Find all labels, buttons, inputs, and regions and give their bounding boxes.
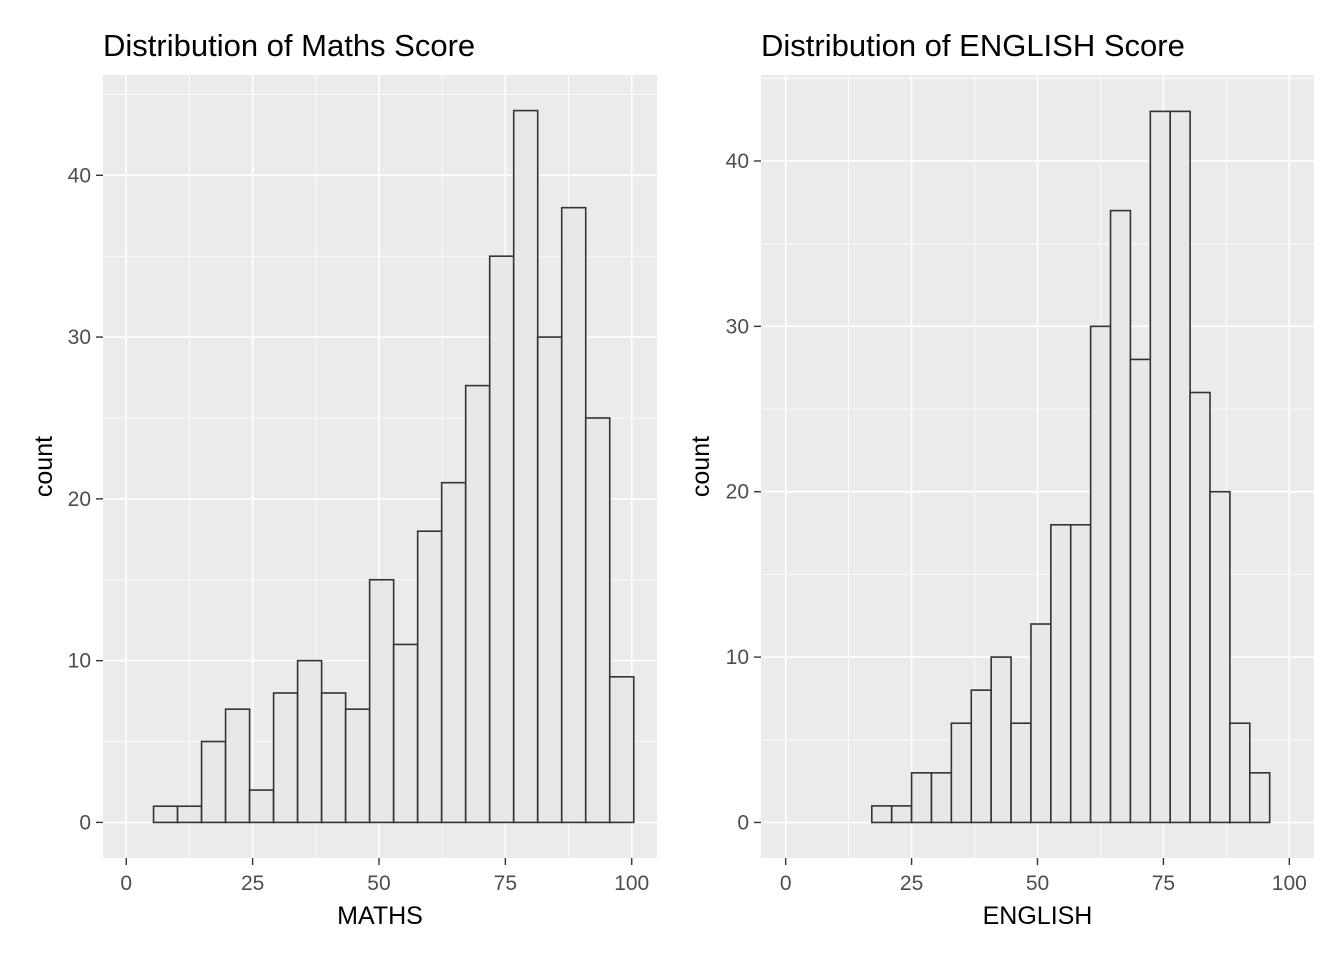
- histogram-bar: [368, 578, 395, 824]
- y-axis-title: count: [687, 436, 715, 497]
- x-tick-label: 50: [1026, 872, 1049, 895]
- histogram-bar: [608, 676, 635, 824]
- histogram-bar: [1149, 110, 1172, 824]
- x-axis-title: MATHS: [337, 902, 423, 930]
- histogram-bar: [344, 708, 371, 824]
- y-tick-label: 40: [68, 164, 91, 187]
- x-tick-label: 75: [1152, 872, 1175, 895]
- y-tick-label: 20: [68, 488, 91, 511]
- histogram-bar: [1010, 722, 1032, 824]
- y-tick-label: 30: [726, 315, 749, 338]
- x-axis-title: ENGLISH: [983, 902, 1093, 930]
- y-tick-label: 0: [79, 811, 91, 834]
- histogram-bar: [1089, 325, 1112, 824]
- maths-histogram-panel: 0 25 50 75 100 0 10 20 30 40 Distribution of Maths…: [30, 28, 657, 930]
- x-tick-label: 25: [900, 872, 923, 895]
- histogram-bar: [950, 722, 973, 824]
- histogram-bar: [1248, 772, 1271, 824]
- histogram-bar: [152, 805, 179, 824]
- chart-title: Distribution of ENGLISH Score: [761, 28, 1185, 63]
- x-tick-label: 0: [780, 872, 792, 895]
- histogram-bar: [200, 740, 227, 824]
- histogram-bar: [176, 805, 203, 824]
- x-tick-label: 0: [120, 872, 132, 895]
- histogram-bar: [910, 772, 933, 824]
- y-axis-title: count: [30, 436, 58, 497]
- x-tick-label: 25: [241, 872, 264, 895]
- x-tick-label: 100: [614, 872, 649, 895]
- histogram-bar: [224, 708, 251, 824]
- histogram-bar: [512, 109, 539, 824]
- histogram-bar: [272, 692, 299, 824]
- histogram-bar: [990, 656, 1012, 824]
- y-tick-label: 0: [737, 811, 749, 834]
- histogram-bar: [890, 805, 913, 824]
- histogram-bar: [1209, 490, 1231, 824]
- y-tick-label: 40: [726, 150, 749, 173]
- y-tick-label: 10: [726, 646, 749, 669]
- histogram-bar: [392, 643, 419, 824]
- histogram-bar: [560, 206, 587, 824]
- histogram-bar: [320, 692, 347, 824]
- chart-title: Distribution of Maths Score: [103, 28, 475, 63]
- histogram-bar: [1169, 110, 1191, 824]
- y-tick-label: 20: [726, 481, 749, 504]
- x-tick-label: 75: [494, 872, 517, 895]
- english-histogram-panel: 0 25 50 75 100 0 10 20 30 40 Distribution of ENGLI…: [687, 28, 1314, 930]
- histogram-bar: [248, 789, 275, 824]
- histogram-bar: [871, 805, 893, 824]
- histogram-bar: [1030, 623, 1052, 824]
- histogram-bar: [296, 659, 323, 824]
- histogram-bar: [1069, 523, 1092, 824]
- histogram-bar: [930, 772, 953, 824]
- x-tick-label: 100: [1272, 872, 1307, 895]
- histogram-bar: [970, 689, 992, 824]
- histogram-bar: [1129, 358, 1152, 824]
- histogram-bar: [1189, 391, 1211, 824]
- histogram-bar: [1229, 722, 1251, 824]
- histogram-bar: [584, 417, 611, 824]
- histogram-bar: [440, 481, 467, 824]
- histogram-bar: [464, 384, 491, 824]
- x-tick-label: 50: [367, 872, 390, 895]
- y-tick-label: 10: [68, 650, 91, 673]
- histogram-bar: [536, 336, 563, 824]
- histogram-bar: [1050, 523, 1072, 824]
- histogram-bar: [488, 255, 515, 824]
- histogram-bar: [1109, 209, 1132, 824]
- y-tick-label: 30: [68, 326, 91, 349]
- histogram-bar: [416, 530, 443, 824]
